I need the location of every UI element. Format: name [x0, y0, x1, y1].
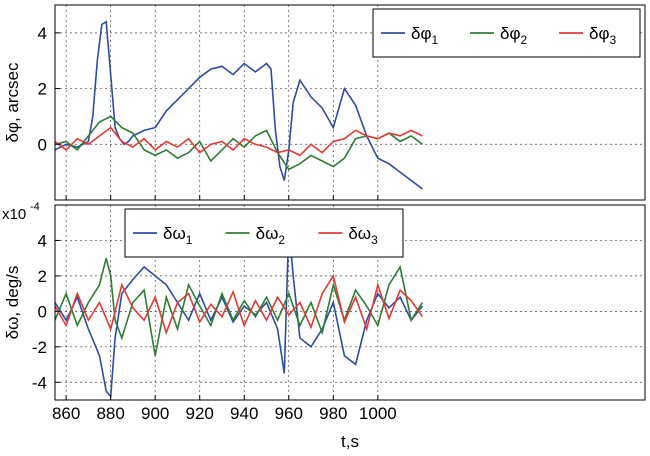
y-scale-note: x10	[2, 206, 26, 223]
legend-label-2: δφ2	[500, 24, 528, 47]
series-line-2	[55, 258, 424, 356]
x-tick-label: 960	[275, 404, 303, 423]
y-tick-label: 0	[38, 135, 47, 154]
x-tick-label: 900	[141, 404, 169, 423]
plot-frame	[54, 204, 646, 401]
legend-box	[372, 8, 641, 58]
legend-label-3: δφ3	[589, 24, 617, 47]
y-tick-label: 4	[38, 24, 47, 43]
series-line-3	[55, 126, 423, 157]
x-tick-label: 940	[230, 404, 258, 423]
y-tick-label: 2	[38, 267, 47, 286]
x-tick-label: 1000	[359, 404, 397, 423]
y-tick-label: 2	[38, 80, 47, 99]
y-tick-label: 4	[38, 231, 47, 250]
x-tick-label: 860	[52, 404, 80, 423]
y-tick-label: -2	[32, 338, 47, 357]
plot-frame	[54, 4, 646, 201]
y-tick-label: 0	[38, 302, 47, 321]
series-line-1	[55, 20, 423, 190]
x-axis-label: t,s	[341, 432, 359, 451]
x-tick-label: 920	[186, 404, 214, 423]
legend-label-2: δω2	[256, 224, 286, 247]
bottom-panel: -4 -2 0 2 4 860 880 900 920 940 960 980 1000 δω, deg/…	[2, 201, 646, 423]
legend-box	[124, 208, 404, 258]
y-axis-label: δω, deg/s	[3, 266, 22, 340]
legend-label-1: δφ1	[411, 24, 439, 47]
legend-label-1: δω1	[163, 224, 193, 247]
y-tick-label: -4	[32, 373, 47, 392]
legend-label-3: δω3	[348, 224, 378, 247]
series-line-1	[55, 226, 424, 399]
y-scale-exponent: -4	[30, 201, 40, 213]
series-line-3	[55, 273, 424, 336]
series-line-2	[55, 115, 423, 171]
y-axis-label: δφ, arcsec	[3, 62, 22, 143]
top-panel: 0 2 4 δφ, arcsec δφ1 δφ2 δφ3	[3, 4, 646, 201]
x-tick-label: 880	[96, 404, 124, 423]
x-tick-label: 980	[319, 404, 347, 423]
